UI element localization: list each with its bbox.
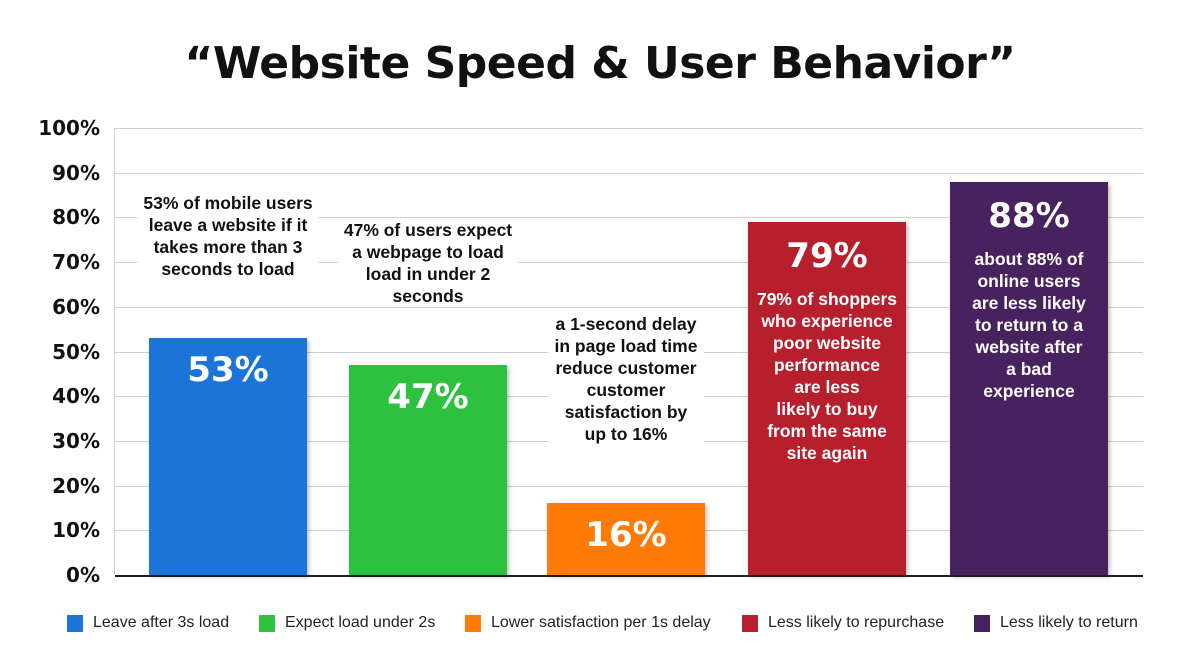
bar-value-label: 88%	[988, 195, 1070, 236]
y-axis-line	[114, 128, 115, 575]
gridline	[115, 306, 1143, 308]
bar	[349, 364, 507, 575]
legend-label: Less likely to return	[1000, 614, 1138, 631]
legend-label: Less likely to repurchase	[768, 614, 945, 631]
bar-annotation: a 1-second delay in page load time reduc…	[548, 313, 704, 446]
y-tick-label: 10%	[52, 518, 100, 543]
legend-swatch	[742, 614, 758, 632]
legend: Leave after 3s load Expect load under 2s L…	[0, 614, 1200, 638]
y-tick-label: 30%	[52, 428, 100, 453]
bar-annotation: 47% of users expect a webpage to load lo…	[337, 218, 519, 307]
gridline	[115, 485, 1143, 487]
y-tick-label: 40%	[52, 384, 100, 409]
bar	[547, 503, 705, 575]
gridline	[115, 128, 1143, 129]
legend-swatch	[465, 614, 481, 632]
legend-label: Lower satisfaction per 1s delay	[491, 614, 711, 631]
y-tick-label: 100%	[38, 116, 100, 140]
bar	[950, 181, 1108, 575]
y-tick-label: 20%	[52, 473, 100, 498]
legend-label: Expect load under 2s	[285, 614, 436, 631]
bar-annotation: about 88% of online users are less likel…	[972, 248, 1086, 401]
legend-item: Less likely to return	[974, 614, 1138, 632]
bar	[149, 338, 307, 575]
legend-swatch	[974, 614, 990, 632]
bar-annotation: 79% of shoppers who experience poor webs…	[756, 288, 898, 463]
y-tick-label: 90%	[52, 160, 100, 185]
gridline	[115, 262, 1143, 264]
chart-title: “Website Speed & User Behavior”	[184, 38, 1016, 89]
gridline	[115, 217, 1143, 219]
legend-swatch	[67, 614, 83, 632]
bar-annotation: 53% of mobile users leave a website if i…	[137, 192, 319, 281]
bar-value-label: 16%	[585, 515, 667, 556]
legend-item: Leave after 3s load	[67, 614, 229, 632]
bar-value-label: 53%	[187, 350, 269, 391]
y-tick-label: 70%	[52, 250, 100, 275]
y-tick-label: 80%	[52, 205, 100, 230]
legend-label: Leave after 3s load	[93, 614, 230, 631]
bar-value-label: 47%	[387, 376, 469, 417]
legend-item: Less likely to repurchase	[742, 614, 944, 632]
gridline	[115, 172, 1143, 174]
y-tick-label: 50%	[52, 339, 100, 364]
legend-item: Expect load under 2s	[259, 614, 435, 632]
y-tick-label: 0%	[66, 563, 100, 587]
legend-item: Lower satisfaction per 1s delay	[465, 614, 711, 632]
y-tick-label: 60%	[52, 294, 100, 319]
bar-value-label: 79%	[786, 235, 868, 276]
x-axis-line	[115, 575, 1143, 577]
legend-swatch	[259, 614, 275, 632]
bar	[748, 221, 906, 575]
